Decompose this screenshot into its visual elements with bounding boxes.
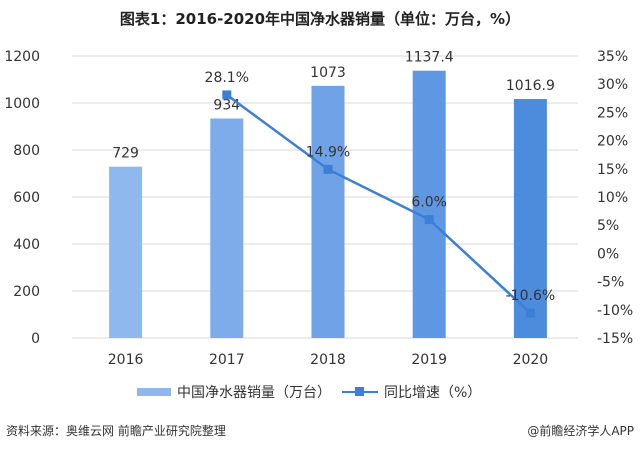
bar-swatch-icon — [137, 388, 171, 396]
left-axis-tick: 800 — [13, 143, 40, 159]
combo-chart: 0 200 400 600 800 1000 1200 -15% -10% -5% 0% 5% 10% 1… — [4, 49, 633, 368]
right-axis-tick: 30% — [597, 77, 628, 93]
line-marker — [424, 215, 434, 225]
legend-item-growth: 同比增速（%） — [342, 382, 481, 402]
legend-label-growth: 同比增速（%） — [384, 385, 482, 401]
bar — [513, 99, 547, 338]
right-axis-tick: -15% — [597, 331, 633, 347]
growth-value-label: -10.6% — [506, 288, 556, 304]
left-axis-tick: 1200 — [4, 49, 40, 65]
bar-value-label: 1016.9 — [506, 78, 555, 94]
growth-value-label: 14.9% — [306, 144, 350, 160]
bar — [109, 166, 143, 338]
growth-line — [226, 93, 532, 315]
credit-note: @前瞻经济学人APP — [527, 424, 634, 438]
right-axis-tick: 20% — [597, 134, 628, 150]
bar-value-label: 934 — [213, 98, 240, 114]
source-note: 资料来源：奥维云网 前瞻产业研究院整理 — [6, 424, 226, 438]
right-axis-tick: 5% — [597, 218, 619, 234]
bar — [311, 85, 345, 338]
right-axis-tick: -10% — [597, 303, 633, 319]
line-marker — [323, 164, 333, 174]
right-axis-tick: 0% — [597, 246, 619, 262]
growth-value-label: 28.1% — [205, 70, 249, 86]
left-axis-tick: 0 — [31, 331, 40, 347]
left-axis-tick: 600 — [13, 190, 40, 206]
category-label: 2017 — [209, 352, 245, 368]
right-axis-tick: 25% — [597, 105, 628, 121]
bar — [412, 70, 446, 338]
category-label: 2018 — [310, 352, 346, 368]
chart-title: 图表1：2016-2020年中国净水器销量（单位：万台，%） — [119, 10, 521, 28]
left-axis-tick: 1000 — [4, 96, 40, 112]
bar — [210, 118, 244, 338]
right-axis-tick: -5% — [597, 275, 624, 291]
left-axis-tick: 400 — [13, 237, 40, 253]
legend: 中国净水器销量（万台） 同比增速（%） — [0, 382, 640, 406]
legend-label-sales: 中国净水器销量（万台） — [177, 385, 331, 401]
category-label: 2020 — [513, 352, 549, 368]
category-label: 2016 — [108, 352, 144, 368]
right-axis-tick: 35% — [597, 49, 628, 65]
bar-value-label: 1137.4 — [405, 50, 454, 66]
bar-value-label: 1073 — [310, 65, 346, 81]
line-marker-swatch-icon — [342, 387, 378, 397]
bar-value-label: 729 — [112, 146, 139, 162]
growth-value-label: 6.0% — [411, 195, 447, 211]
line-marker — [525, 308, 535, 318]
category-label: 2019 — [411, 352, 447, 368]
right-axis-tick: 15% — [597, 162, 628, 178]
right-axis-tick: 10% — [597, 190, 628, 206]
left-axis-tick: 200 — [13, 284, 40, 300]
legend-item-sales: 中国净水器销量（万台） — [137, 382, 331, 402]
line-marker — [222, 90, 232, 100]
